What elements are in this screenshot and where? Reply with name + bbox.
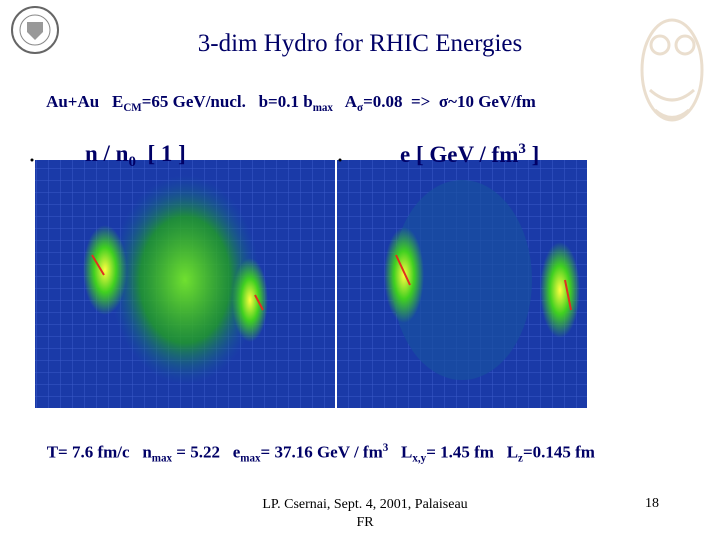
slide-title: 3-dim Hydro for RHIC Energies <box>197 30 523 57</box>
panel-label: e [ GeV / fm3 ] <box>377 115 539 194</box>
text: A <box>332 92 358 111</box>
text: CM <box>123 101 142 114</box>
text: x,y <box>412 452 427 465</box>
text: Au+Au E <box>46 92 124 111</box>
text: ] <box>525 141 540 167</box>
density-plot <box>35 160 335 408</box>
text: z <box>518 452 523 465</box>
owl-watermark <box>640 18 704 122</box>
text: max <box>151 452 173 465</box>
text: = 37.16 GeV / fm <box>260 442 383 462</box>
text: =65 GeV/nucl. b=0.1 b <box>141 92 313 111</box>
text: T= 7.6 fm/c n <box>46 442 152 462</box>
text: =0.145 fm <box>522 442 595 462</box>
text: e [ GeV / fm <box>400 141 519 167</box>
text: [ 1 ] <box>135 141 186 166</box>
text: = 1.45 fm L <box>426 442 519 462</box>
text: max <box>240 452 261 465</box>
parameters: Au+Au ECM=65 GeV/nucl. b=0.1 bmax Aσ=0.0… <box>30 72 536 134</box>
university-logo <box>11 6 59 54</box>
text: 3 <box>518 141 526 157</box>
text: =0.08 => σ~10 GeV/fm <box>363 92 536 111</box>
text: = 5.22 e <box>172 442 241 462</box>
text: LP. Csernai, Sept. 4, 2001, Palaiseau <box>262 497 468 512</box>
energy-plot <box>337 160 587 408</box>
text: 0 <box>128 154 136 171</box>
text: σ <box>357 101 364 114</box>
text: n / n <box>85 141 129 166</box>
text: L <box>388 442 413 462</box>
footer-citation: LP. Csernai, Sept. 4, 2001, Palaiseau FR <box>215 496 515 532</box>
text: FR <box>356 515 374 530</box>
results: T= 7.6 fm/c nmax = 5.22 emax= 37.16 GeV … <box>30 422 595 484</box>
panel-label: n / n0 [ 1 ] <box>62 115 186 197</box>
page-number: 18 <box>645 496 659 511</box>
text: max <box>312 101 333 114</box>
text: 3 <box>382 442 389 454</box>
